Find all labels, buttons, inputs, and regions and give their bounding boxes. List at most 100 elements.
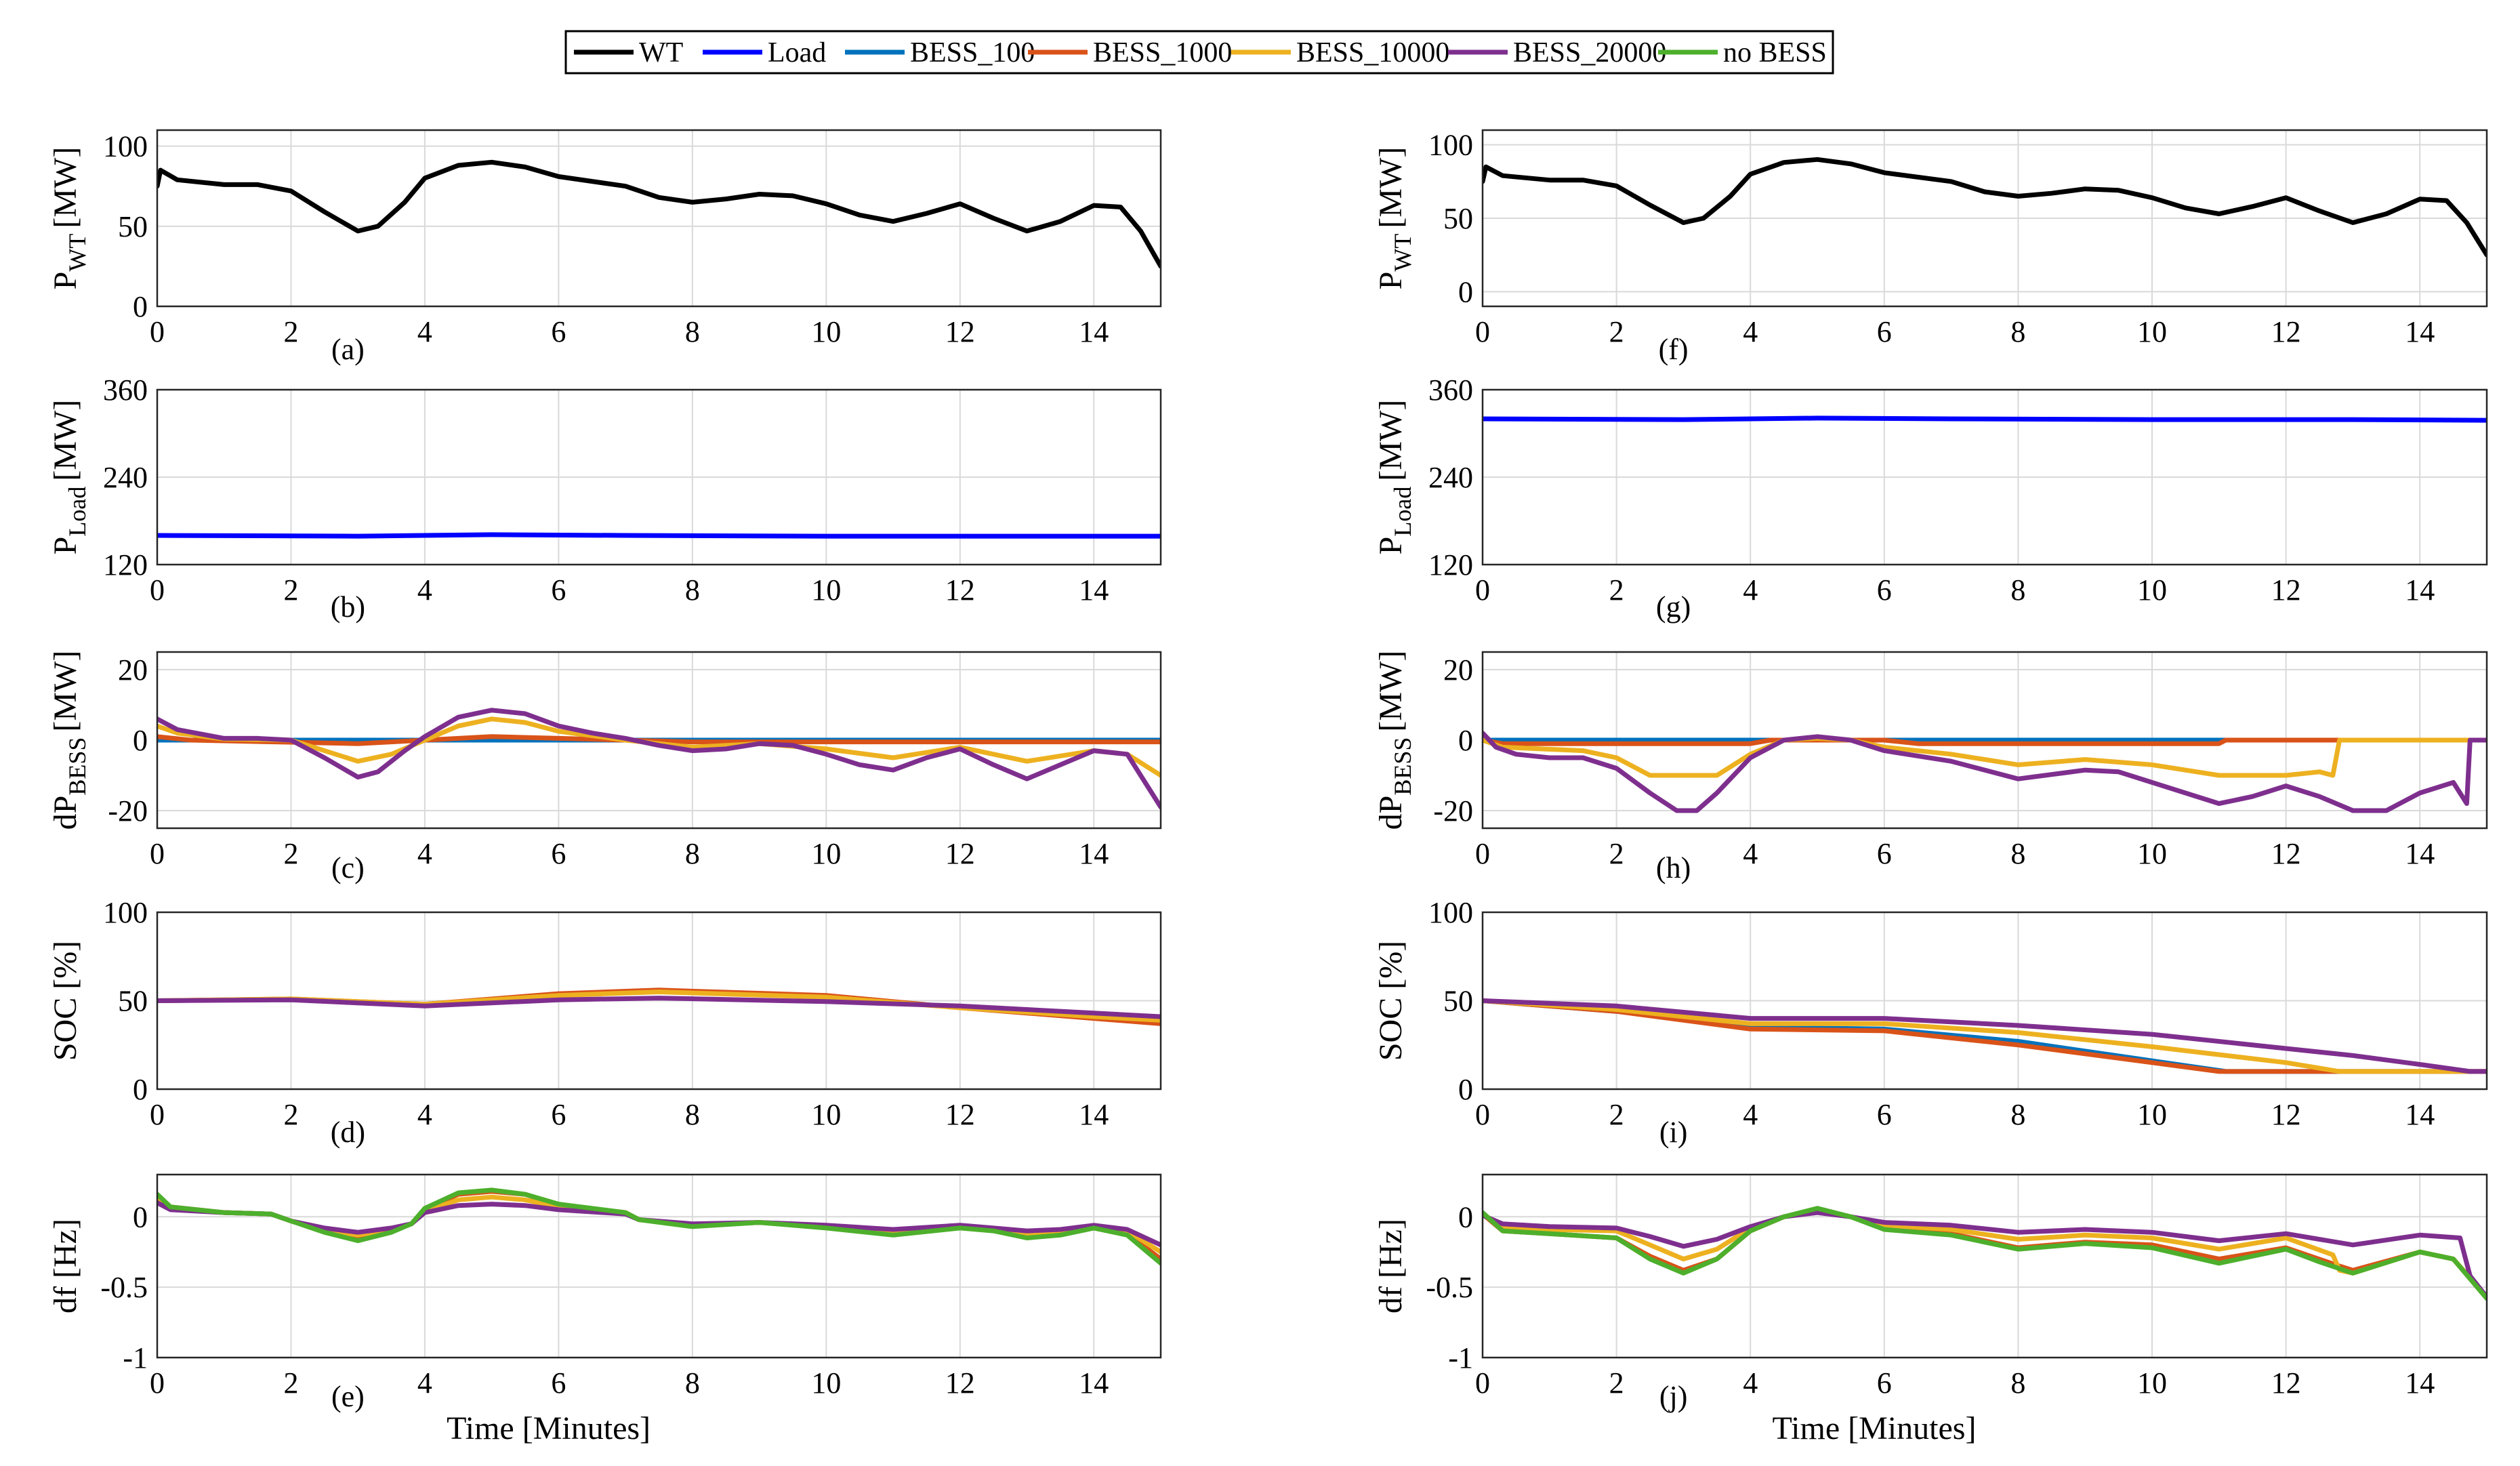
axes-frame — [156, 388, 1162, 566]
legend-entry-5: BESS_20000 — [1513, 37, 1666, 68]
x-tick-label: 8 — [2010, 837, 2025, 870]
x-tick-label: 14 — [2405, 573, 2435, 607]
x-tick-label: 10 — [811, 1098, 841, 1131]
y-tick-label: -0.5 — [100, 1271, 148, 1304]
x-tick-label: 0 — [1475, 1366, 1490, 1400]
y-axis-label: PWT[MW] — [47, 147, 91, 290]
x-tick-label: 12 — [945, 837, 975, 870]
series-line-wt — [157, 159, 1161, 269]
y-tick-label: 0 — [1458, 1200, 1473, 1234]
panel-b: 0 2 4 6 8 10 12 14 120 240 360 PLoad[MW] (b) — [47, 373, 1162, 624]
x-tick-label: 4 — [417, 1366, 432, 1400]
y-axis-label: SOC [%] — [1373, 941, 1409, 1061]
y-tick-label: 50 — [1443, 985, 1473, 1018]
y-tick-label: 0 — [133, 1073, 148, 1106]
y-tick-label: 100 — [103, 130, 148, 163]
y-axis-label: PLoad[MW] — [47, 400, 91, 555]
series-line-bess-10000 — [1483, 998, 2487, 1074]
x-tick-label: 4 — [417, 1098, 432, 1131]
panel-f: 0 2 4 6 8 10 12 14 0 50 100 PWT[MW] (f) — [1373, 129, 2488, 366]
axes-frame — [156, 1173, 1162, 1359]
panel-j: 0 2 4 6 8 10 12 14 -1 -0.5 0 df [Hz] (j) Time [Minute… — [1373, 1173, 2488, 1446]
x-tick-label: 10 — [2137, 573, 2167, 607]
subplot-label: (f) — [1659, 333, 1689, 366]
x-tick-label: 0 — [150, 573, 165, 607]
series-line-bess-20000 — [1483, 731, 2487, 813]
series-line-load — [1483, 415, 2487, 423]
x-tick-label: 0 — [150, 1366, 165, 1400]
x-tick-label: 4 — [417, 573, 432, 607]
y-tick-label: 360 — [1428, 373, 1473, 407]
series-group — [1483, 1206, 2487, 1301]
subplot-label: (i) — [1659, 1116, 1688, 1149]
x-tick-label: 4 — [1743, 1366, 1758, 1400]
series-group — [1483, 998, 2487, 1074]
series-group — [157, 708, 1161, 810]
x-tick-label: 6 — [1877, 315, 1892, 348]
x-tick-label: 8 — [685, 315, 700, 348]
x-tick-label: 12 — [2271, 573, 2301, 607]
y-axis-label: df [Hz] — [1373, 1219, 1409, 1314]
x-tick-label: 10 — [811, 573, 841, 607]
series-line-bess-20000 — [1483, 998, 2487, 1074]
y-tick-label: 0 — [133, 1200, 148, 1234]
x-tick-label: 6 — [551, 315, 566, 348]
y-tick-label: 240 — [103, 461, 148, 494]
x-tick-label: 14 — [1079, 573, 1109, 607]
x-tick-label: 8 — [2010, 1098, 2025, 1131]
x-tick-label: 4 — [417, 837, 432, 870]
y-axis-label: PWT[MW] — [1373, 147, 1416, 290]
x-tick-label: 6 — [551, 1098, 566, 1131]
x-tick-label: 0 — [150, 837, 165, 870]
axes-frame — [1481, 129, 2488, 308]
x-tick-label: 4 — [1743, 837, 1758, 870]
y-tick-label: -0.5 — [1426, 1271, 1473, 1304]
x-tick-label: 2 — [1609, 1366, 1624, 1400]
y-axis-label: PLoad[MW] — [1373, 400, 1416, 555]
y-tick-label: 0 — [1458, 275, 1473, 308]
x-tick-label: 2 — [283, 315, 298, 348]
x-tick-label: 8 — [2010, 573, 2025, 607]
x-tick-label: 0 — [1475, 837, 1490, 870]
legend-entry-3: BESS_1000 — [1093, 37, 1232, 68]
x-tick-label: 8 — [2010, 1366, 2025, 1400]
subplot-label: (b) — [331, 590, 365, 624]
x-tick-label: 14 — [2405, 1098, 2435, 1131]
panel-d: 0 2 4 6 8 10 12 14 0 50 100 SOC [%] (d) — [47, 896, 1162, 1149]
y-tick-label: 120 — [1428, 548, 1473, 582]
series-line-bess-1000 — [1483, 737, 2342, 746]
axes-frame — [156, 911, 1162, 1091]
series-line-no-bess — [1483, 1206, 2487, 1301]
y-axis-label: df [Hz] — [47, 1219, 83, 1314]
subplot-label: (h) — [1656, 851, 1691, 884]
series-line-wt — [1483, 157, 2487, 258]
series-group — [157, 532, 1161, 539]
x-tick-label: 8 — [2010, 315, 2025, 348]
x-tick-label: 8 — [685, 1098, 700, 1131]
legend-entry-2: BESS_100 — [910, 37, 1035, 68]
axes-frame — [1481, 388, 2488, 566]
x-tick-label: 10 — [811, 315, 841, 348]
axes-frame — [1481, 911, 2488, 1091]
legend-entry-6: no BESS — [1723, 37, 1827, 68]
y-tick-label: 0 — [133, 724, 148, 757]
x-tick-label: 6 — [1877, 1098, 1892, 1131]
y-tick-label: -20 — [1433, 794, 1473, 828]
legend-entry-0: WT — [639, 37, 683, 68]
legend-box — [564, 30, 1834, 75]
x-tick-label: 4 — [417, 315, 432, 348]
subplot-label: (e) — [331, 1380, 365, 1413]
x-tick-label: 12 — [2271, 315, 2301, 348]
x-tick-label: 6 — [1877, 837, 1892, 870]
subplot-label: (c) — [331, 851, 365, 884]
y-tick-label: 100 — [1428, 129, 1473, 162]
y-tick-label: -1 — [1448, 1341, 1473, 1375]
x-tick-label: 6 — [1877, 573, 1892, 607]
x-tick-label: 12 — [945, 1098, 975, 1131]
x-tick-label: 10 — [811, 837, 841, 870]
x-tick-label: 2 — [1609, 573, 1624, 607]
y-tick-label: -20 — [108, 794, 148, 828]
